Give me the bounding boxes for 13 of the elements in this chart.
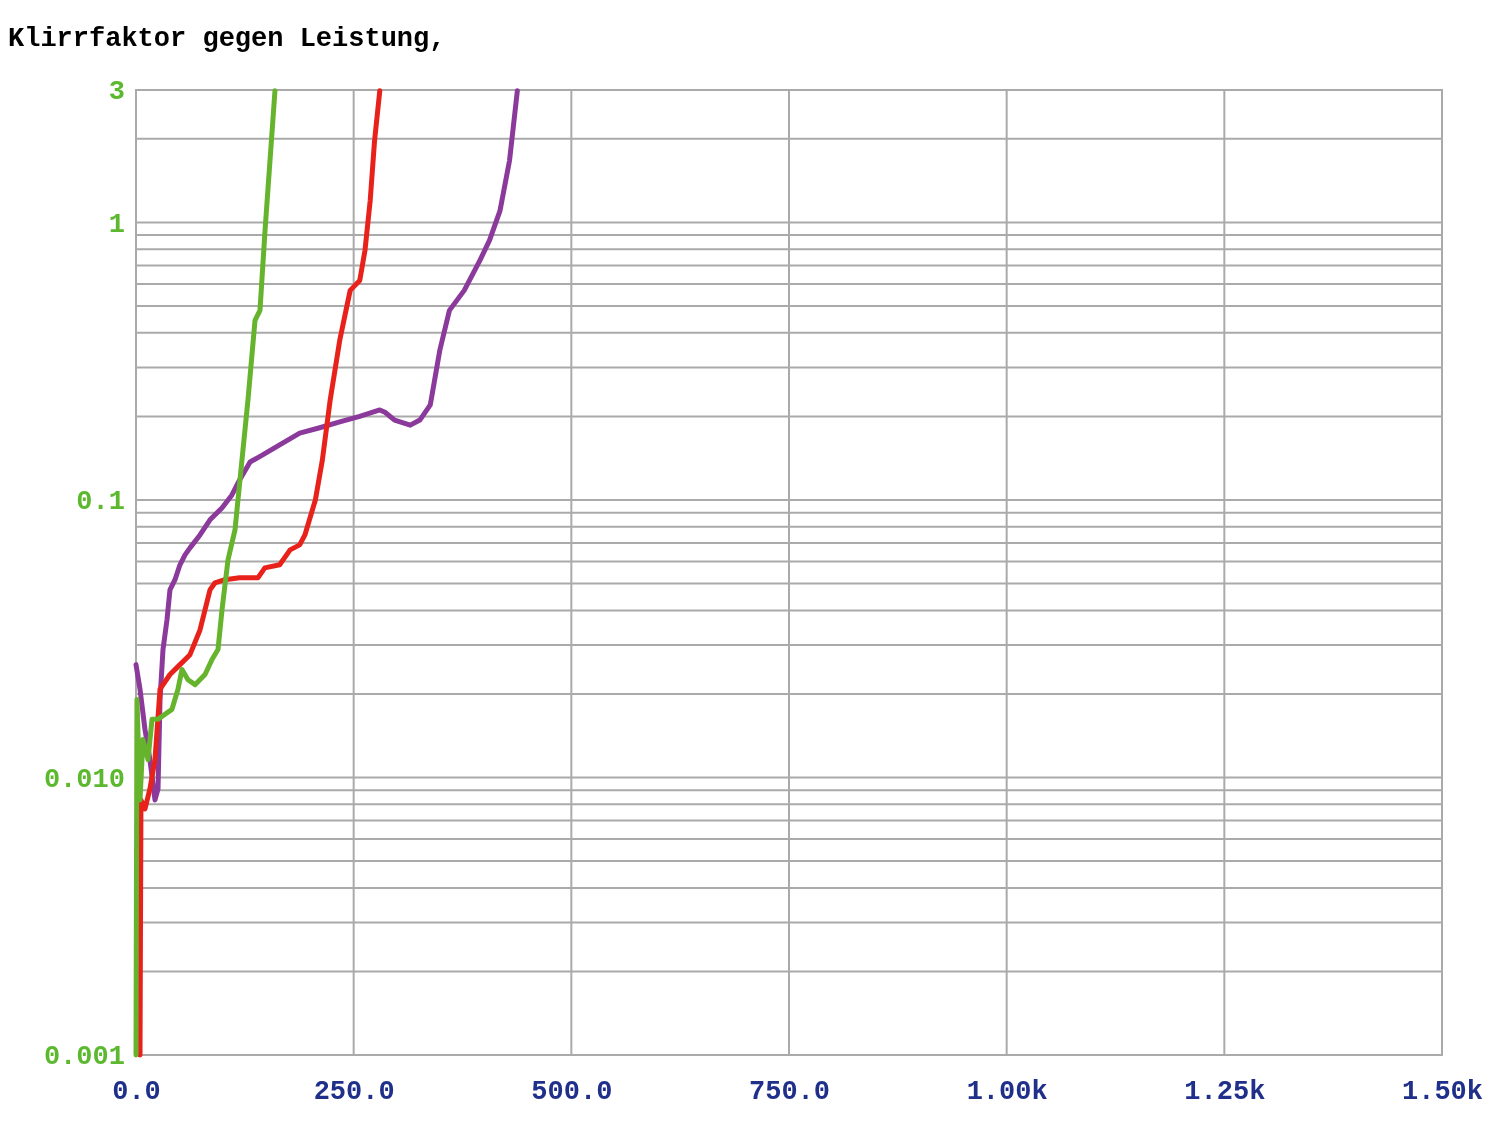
y-tick-label: 0.010 — [43, 764, 125, 795]
y-tick-label: 0.1 — [76, 487, 125, 518]
x-tick-label: 750.0 — [748, 1076, 831, 1107]
x-tick-label: 250.0 — [313, 1076, 395, 1107]
y-tick-label: 3 — [108, 77, 125, 108]
y-tick-label: 1 — [108, 209, 125, 240]
x-tick-label: 500.0 — [531, 1076, 613, 1107]
x-tick-label: 1.25k — [1184, 1076, 1266, 1107]
x-tick-label: 0.0 — [112, 1076, 161, 1107]
chart-title: Klirrfaktor gegen Leistung, — [8, 24, 446, 54]
y-tick-label: 0.001 — [43, 1042, 125, 1073]
x-tick-label: 1.50k — [1401, 1076, 1484, 1107]
x-tick-label: 1.00k — [966, 1076, 1048, 1107]
